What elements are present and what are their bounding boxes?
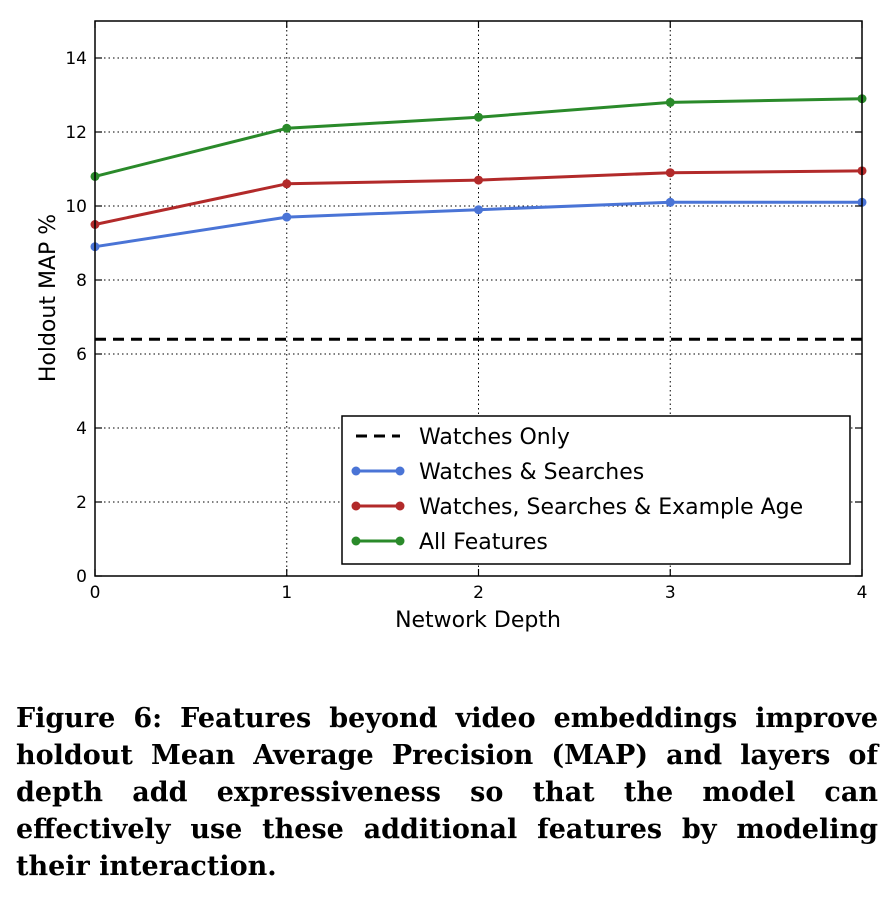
legend: Watches Only Watches & Searches Watches, S… <box>341 415 851 565</box>
x-tick-label: 2 <box>473 583 484 603</box>
data-point-2 <box>474 175 483 185</box>
x-axis-title: Network Depth <box>395 608 561 633</box>
legend-label: Watches Only <box>419 425 570 450</box>
y-tick-label: 14 <box>65 49 87 69</box>
x-tick-label: 4 <box>857 583 868 603</box>
data-point-2 <box>282 179 292 189</box>
x-tick-label: 0 <box>90 583 101 603</box>
legend-swatch-marker <box>351 501 361 511</box>
data-point-1 <box>282 212 292 222</box>
legend-swatch-marker <box>351 536 361 546</box>
series-line-3 <box>94 97 863 178</box>
legend-swatch-marker <box>395 501 405 511</box>
x-tick-label: 3 <box>665 583 676 603</box>
y-tick-label: 2 <box>76 493 87 513</box>
y-tick-label: 4 <box>76 419 87 439</box>
figure-caption: Figure 6: Features beyond video embeddin… <box>16 703 878 882</box>
y-tick-label: 0 <box>76 567 87 587</box>
data-point-1 <box>474 205 483 215</box>
y-axis-title: Holdout MAP % <box>36 214 61 382</box>
data-point-2 <box>665 168 675 178</box>
data-point-3 <box>474 112 483 122</box>
legend-swatch-marker <box>351 466 361 476</box>
data-point-3 <box>282 123 292 133</box>
x-tick-label: 1 <box>281 583 292 603</box>
y-tick-label: 8 <box>76 271 87 291</box>
legend-box <box>341 415 851 565</box>
legend-label: Watches, Searches & Example Age <box>419 495 803 520</box>
series-layer <box>90 94 867 341</box>
legend-label: Watches & Searches <box>419 460 644 485</box>
data-point-1 <box>665 197 675 207</box>
y-tick-label: 6 <box>76 345 87 365</box>
legend-label: All Features <box>419 530 548 555</box>
y-tick-label: 12 <box>65 123 87 143</box>
data-point-3 <box>665 97 675 107</box>
y-tick-label: 10 <box>65 197 87 217</box>
legend-swatch-marker <box>395 536 405 546</box>
legend-swatch-marker <box>395 466 405 476</box>
